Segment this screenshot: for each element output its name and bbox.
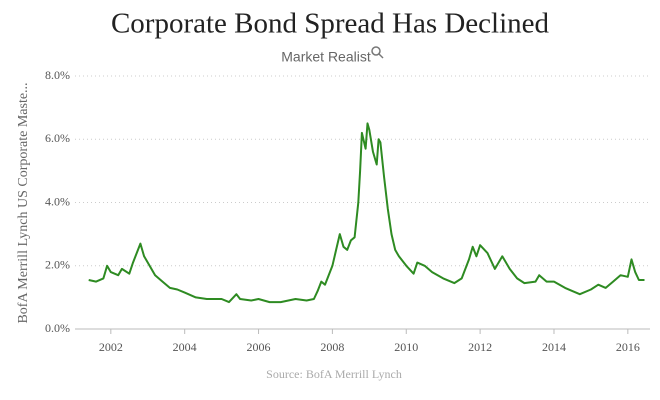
x-tick-label: 2004: [173, 340, 197, 354]
source: Source: BofA Merrill Lynch: [266, 367, 402, 381]
y-tick-label: 0.0%: [45, 321, 70, 335]
chart-title: Corporate Bond Spread Has Declined: [111, 8, 550, 40]
y-tick-label: 6.0%: [45, 131, 70, 145]
y-tick-label: 8.0%: [45, 68, 70, 82]
x-tick-label: 2006: [247, 340, 271, 354]
x-tick-label: 2012: [468, 340, 492, 354]
y-tick-label: 2.0%: [45, 258, 70, 272]
x-tick-label: 2014: [542, 340, 566, 354]
x-tick-label: 2010: [394, 340, 418, 354]
x-tick-label: 2008: [320, 340, 344, 354]
y-tick-label: 4.0%: [45, 194, 70, 208]
x-tick-label: 2002: [99, 340, 123, 354]
brand: Market Realist: [281, 49, 371, 65]
search-icon: [371, 46, 384, 59]
y-axis-label: BofA Merrill Lynch US Corporate Maste...: [16, 82, 31, 323]
x-tick-label: 2016: [616, 340, 640, 354]
data-line: [88, 122, 645, 304]
